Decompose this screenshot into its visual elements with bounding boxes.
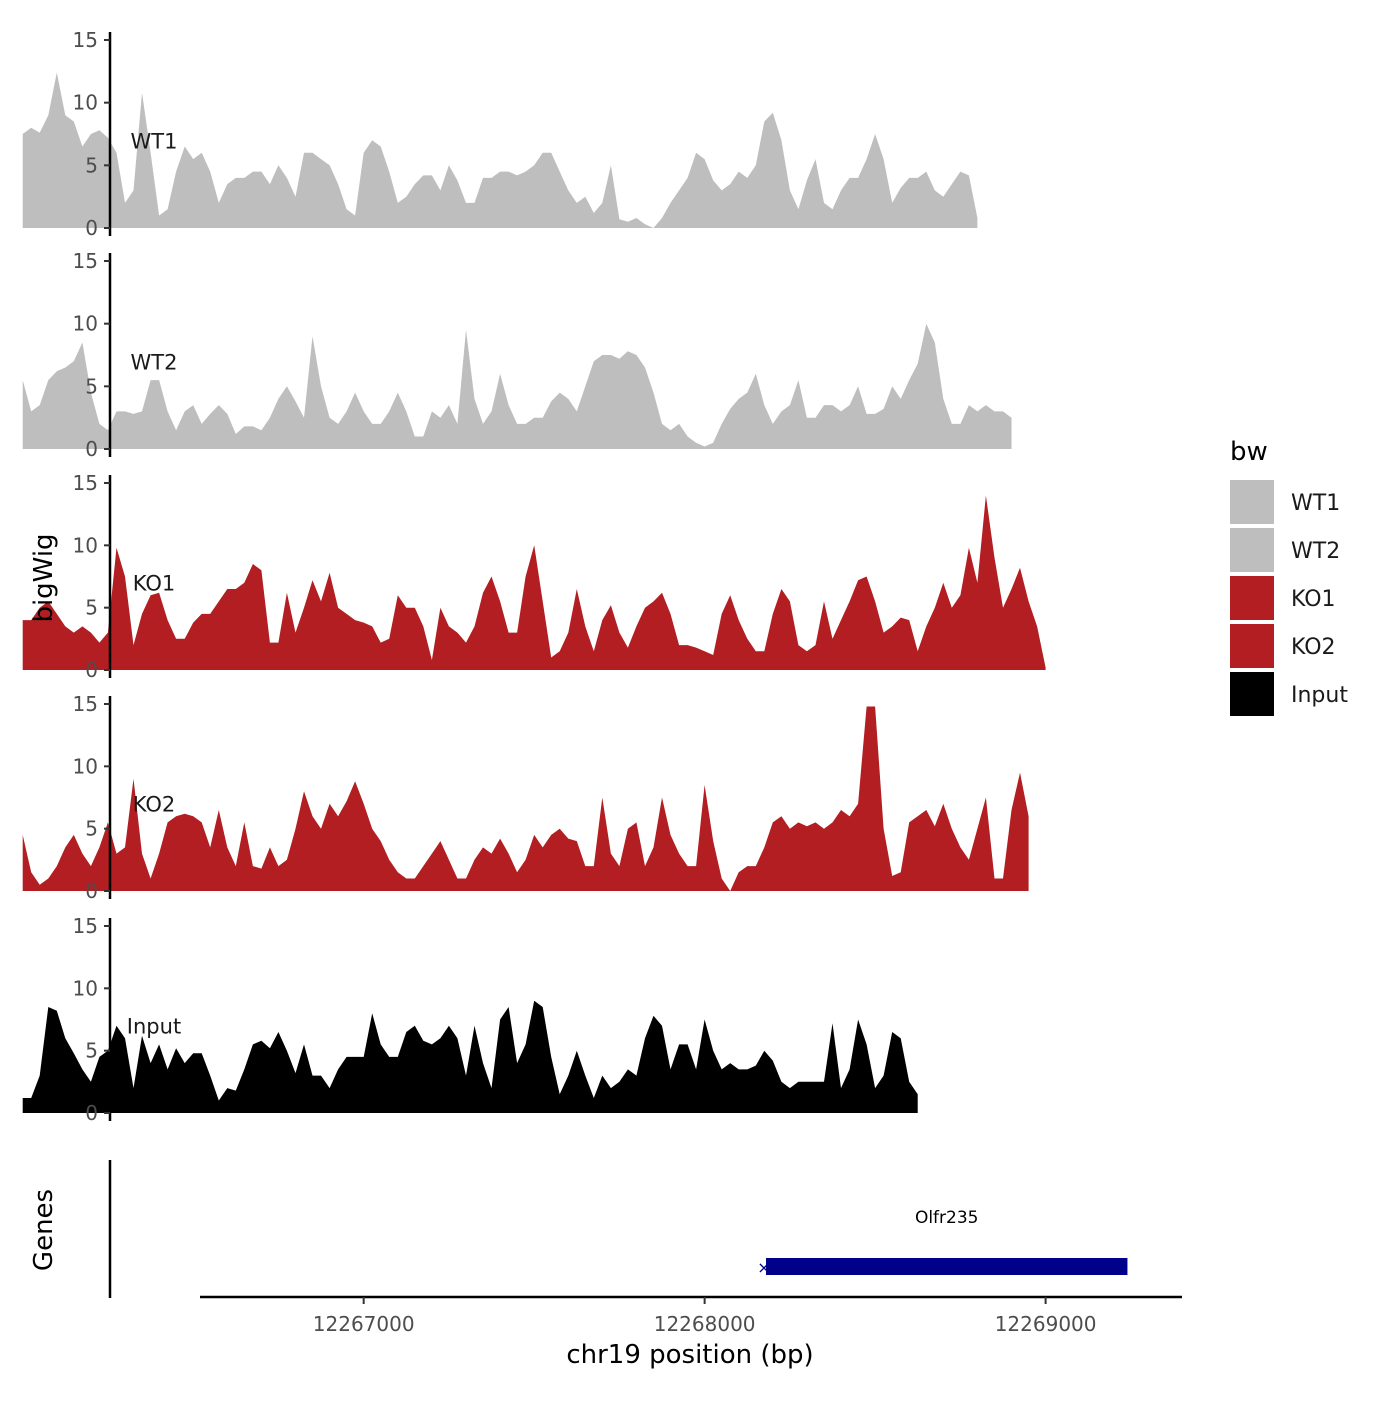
y-tick-label: 0 xyxy=(85,216,98,240)
x-axis-title: chr19 position (bp) xyxy=(566,1340,813,1370)
legend-swatch-wt2 xyxy=(1230,528,1274,572)
y-tick-label: 15 xyxy=(73,249,98,273)
legend-swatch-wt1 xyxy=(1230,480,1274,524)
y-tick-label: 5 xyxy=(85,1039,98,1063)
legend-label-wt2: WT2 xyxy=(1291,539,1340,564)
y-tick-label: 10 xyxy=(73,754,98,778)
legend-label-wt1: WT1 xyxy=(1291,491,1340,516)
y-tick-label: 10 xyxy=(73,533,98,557)
track-input: 0 5 10 15 Input xyxy=(22,914,918,1125)
track-wt2: 0 5 10 15 WT2 xyxy=(22,249,1012,461)
x-tick-label: 12269000 xyxy=(995,1312,1097,1336)
genes-panel: × Olfr235 xyxy=(108,1160,1128,1298)
y-axis-title: bigWig xyxy=(29,533,59,622)
area-wt2 xyxy=(22,323,1012,449)
genes-axis-title: Genes xyxy=(29,1189,59,1271)
track-ko1: 0 5 10 15 KO1 xyxy=(22,471,1046,682)
legend-label-input: Input xyxy=(1291,683,1348,708)
y-tick-label: 5 xyxy=(85,596,98,620)
gene-strand-mark: × xyxy=(757,1258,770,1277)
x-tick-label: 12267000 xyxy=(313,1312,415,1336)
track-label: Input xyxy=(127,1015,181,1039)
y-tick-label: 5 xyxy=(85,817,98,841)
y-tick-label: 10 xyxy=(73,312,98,336)
y-tick-label: 10 xyxy=(73,91,98,115)
legend-label-ko2: KO2 xyxy=(1291,635,1336,660)
tracks-group: 0 5 10 15 WT1 0 5 10 15 WT2 0 5 10 15 KO1 0 5 10 15 KO2 0 5 10… xyxy=(22,28,1046,1125)
y-tick-label: 0 xyxy=(85,437,98,461)
track-ko2: 0 5 10 15 KO2 xyxy=(22,692,1029,903)
y-tick-label: 0 xyxy=(85,658,98,682)
area-ko2 xyxy=(22,706,1029,891)
y-tick-label: 5 xyxy=(85,374,98,398)
area-input xyxy=(22,1000,918,1113)
legend-label-ko1: KO1 xyxy=(1291,587,1336,612)
y-tick-label: 0 xyxy=(85,1101,98,1125)
track-label: KO2 xyxy=(133,793,176,817)
area-ko1 xyxy=(22,495,1046,670)
gene-label: Olfr235 xyxy=(915,1208,979,1228)
track-label: WT2 xyxy=(131,350,178,374)
y-tick-label: 15 xyxy=(73,28,98,52)
y-tick-label: 5 xyxy=(85,153,98,177)
x-axis: 12267000 12268000 12269000 xyxy=(200,1295,1182,1336)
gene-bar xyxy=(766,1258,1128,1275)
y-tick-label: 15 xyxy=(73,914,98,938)
legend-title: bw xyxy=(1230,437,1268,467)
y-tick-label: 0 xyxy=(85,879,98,903)
x-tick-label: 12268000 xyxy=(654,1312,756,1336)
track-label: KO1 xyxy=(133,572,176,596)
area-wt1 xyxy=(22,72,978,228)
y-tick-label: 10 xyxy=(73,976,98,1000)
legend: bw WT1 WT2 KO1 KO2 Input xyxy=(1230,437,1348,716)
legend-swatch-ko2 xyxy=(1230,624,1274,668)
legend-swatch-input xyxy=(1230,672,1274,716)
track-wt1: 0 5 10 15 WT1 xyxy=(22,28,978,240)
track-label: WT1 xyxy=(131,129,178,153)
legend-swatch-ko1 xyxy=(1230,576,1274,620)
y-tick-label: 15 xyxy=(73,692,98,716)
y-tick-label: 15 xyxy=(73,471,98,495)
